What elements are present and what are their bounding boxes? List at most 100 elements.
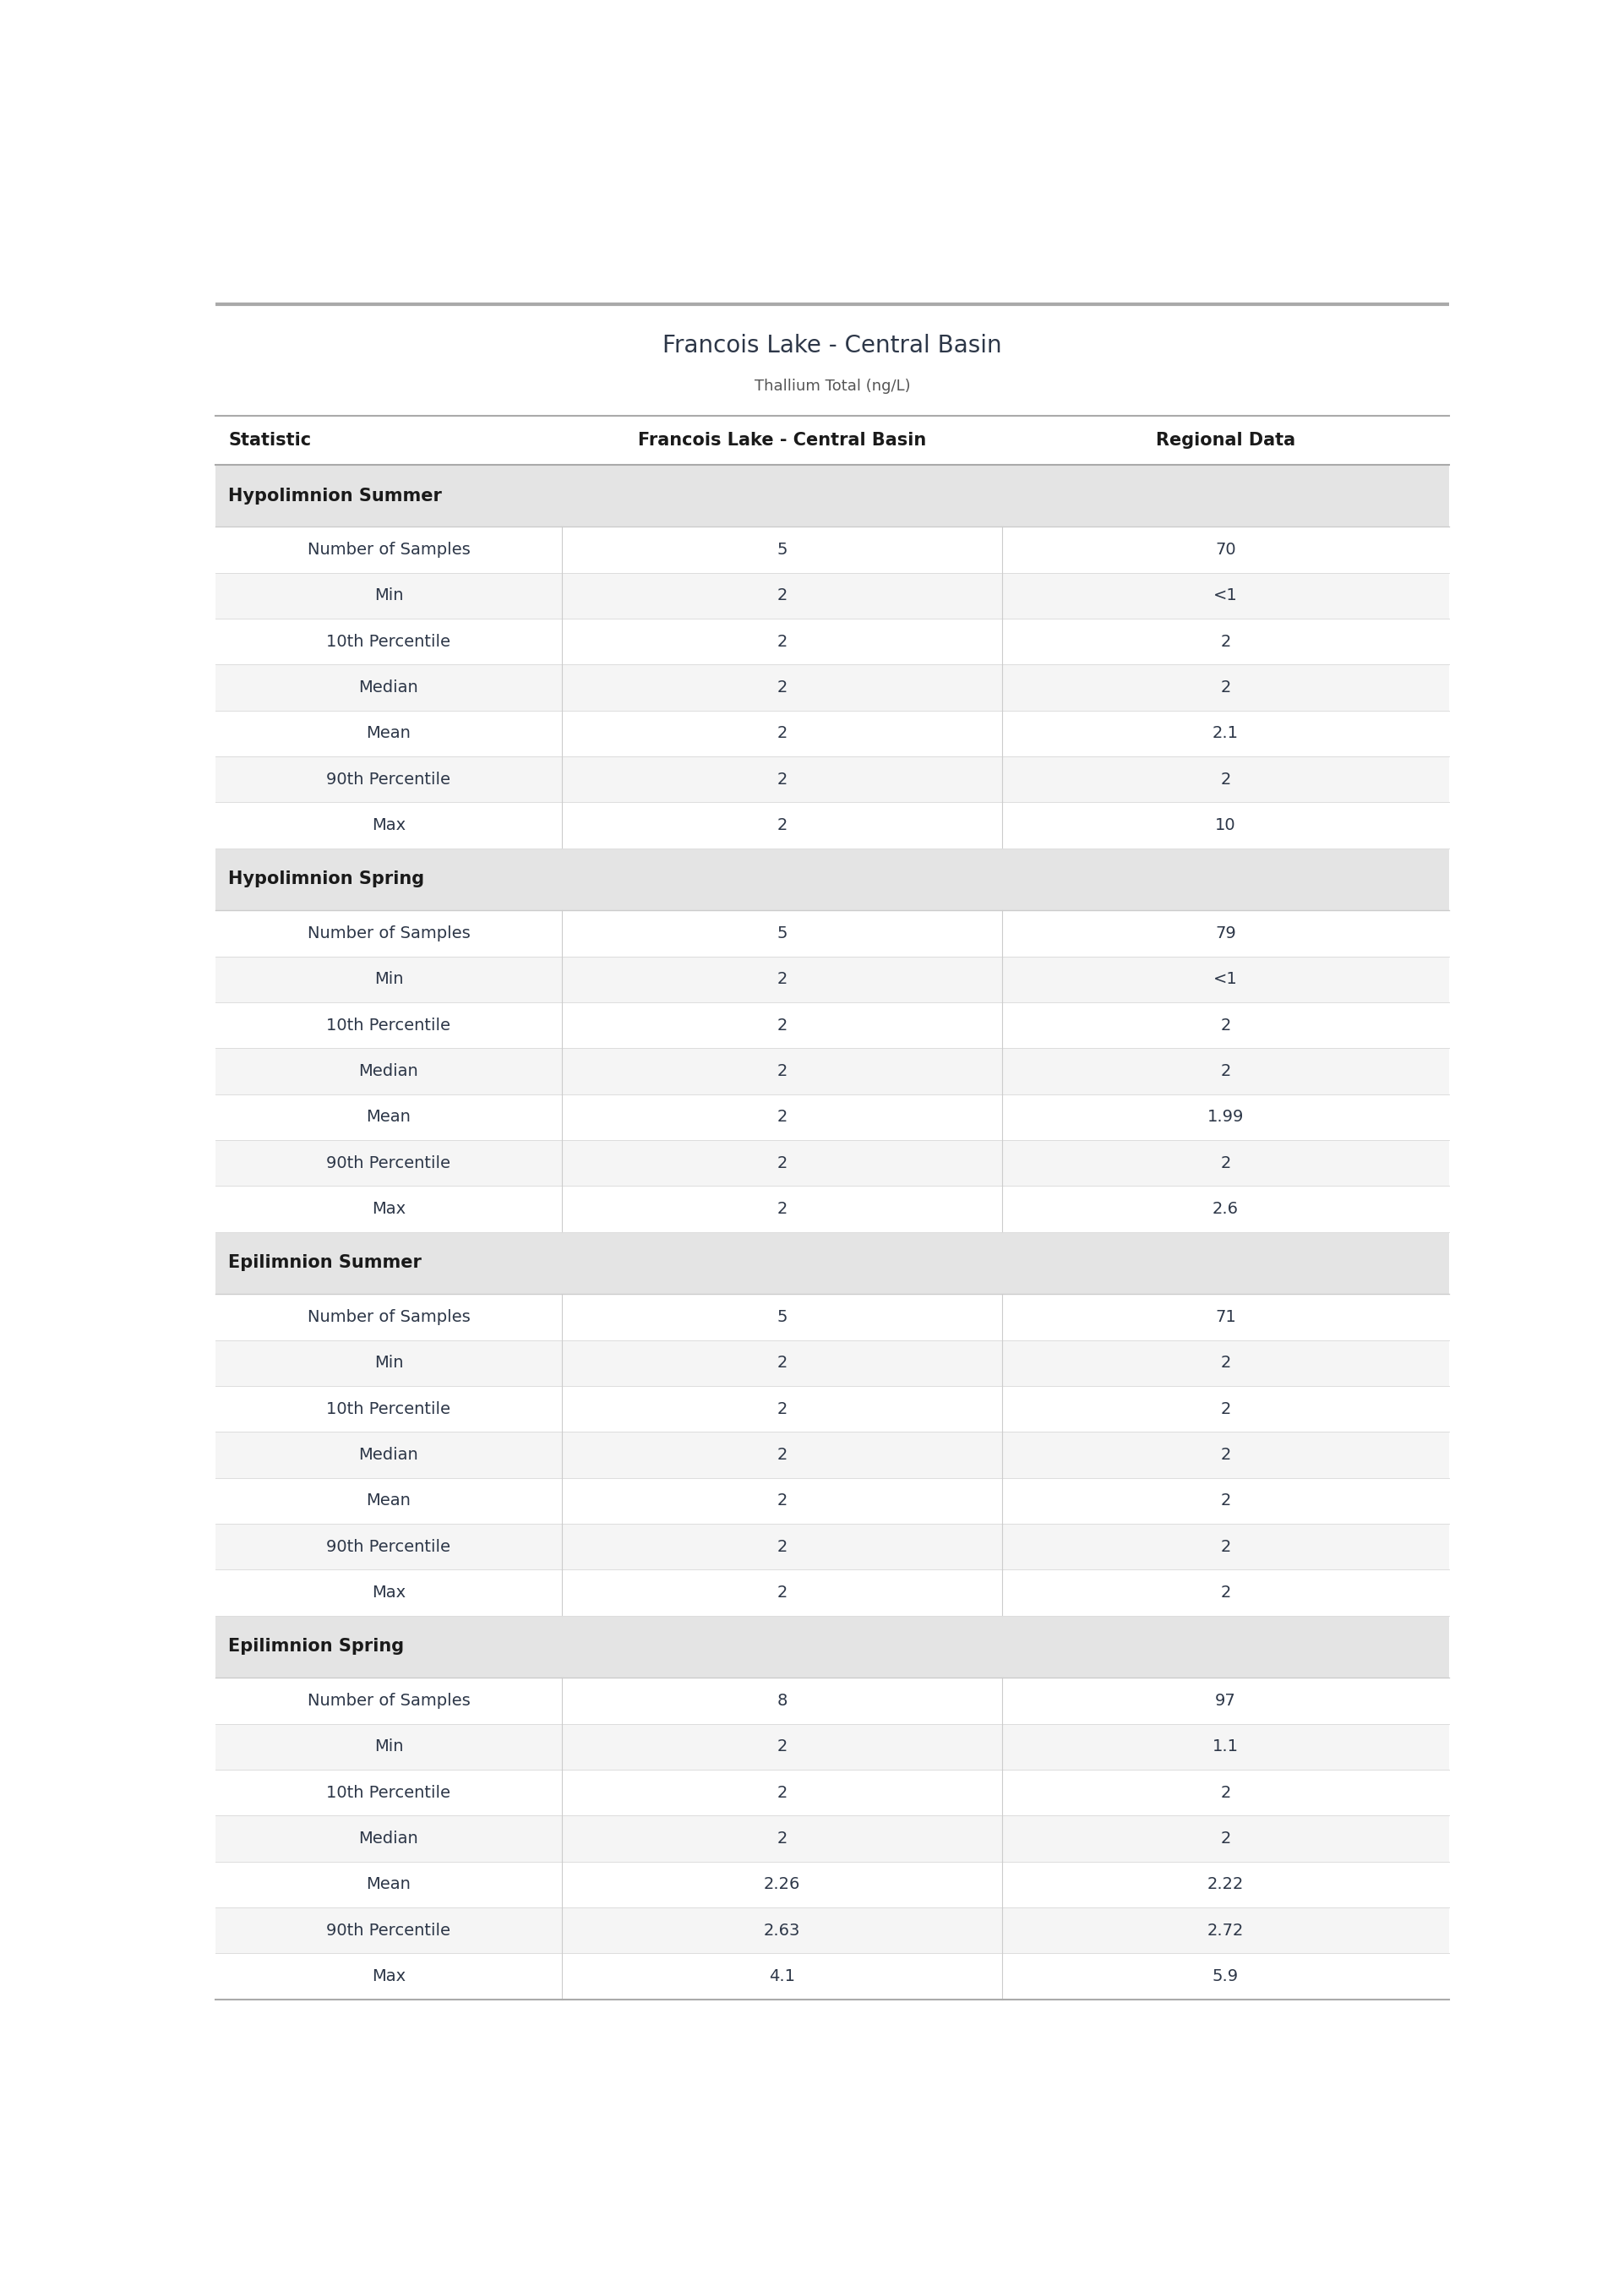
Text: Min: Min <box>374 588 403 604</box>
Text: 2: 2 <box>776 972 788 987</box>
Text: <1: <1 <box>1213 972 1237 987</box>
Bar <box>216 1478 1449 1523</box>
Text: Median: Median <box>359 679 419 695</box>
Text: 2.22: 2.22 <box>1207 1877 1244 1893</box>
Text: 97: 97 <box>1215 1693 1236 1709</box>
Text: 2: 2 <box>1220 1355 1231 1371</box>
Text: 90th Percentile: 90th Percentile <box>326 1923 451 1939</box>
Text: Min: Min <box>374 1739 403 1755</box>
Text: 2: 2 <box>1220 1155 1231 1171</box>
Text: Number of Samples: Number of Samples <box>307 1310 469 1326</box>
Text: Hypolimnion Summer: Hypolimnion Summer <box>227 488 442 504</box>
Text: Mean: Mean <box>367 1877 411 1893</box>
Text: 4.1: 4.1 <box>768 1968 796 1984</box>
Bar <box>216 1861 1449 1907</box>
Text: 2: 2 <box>776 679 788 695</box>
Bar <box>216 527 1449 572</box>
Text: 2: 2 <box>776 1110 788 1126</box>
Bar <box>216 1678 1449 1723</box>
Text: 2: 2 <box>776 1584 788 1600</box>
Text: 2.63: 2.63 <box>763 1923 801 1939</box>
Text: 5: 5 <box>776 1310 788 1326</box>
Bar <box>216 849 1449 910</box>
Text: 10th Percentile: 10th Percentile <box>326 1401 451 1416</box>
Bar <box>216 1140 1449 1185</box>
Text: 90th Percentile: 90th Percentile <box>326 1155 451 1171</box>
Text: Median: Median <box>359 1062 419 1078</box>
Text: 2: 2 <box>776 1201 788 1217</box>
Bar <box>216 665 1449 711</box>
Text: 2.26: 2.26 <box>763 1877 801 1893</box>
Text: 2: 2 <box>1220 1494 1231 1510</box>
Text: Number of Samples: Number of Samples <box>307 926 469 942</box>
Text: Number of Samples: Number of Samples <box>307 543 469 558</box>
Text: 2: 2 <box>776 817 788 833</box>
Text: 2: 2 <box>1220 1584 1231 1600</box>
Text: 2: 2 <box>776 772 788 788</box>
Bar <box>216 1571 1449 1616</box>
Text: 2: 2 <box>1220 1401 1231 1416</box>
Bar <box>216 1616 1449 1678</box>
Text: 2: 2 <box>1220 1446 1231 1462</box>
Text: 2.72: 2.72 <box>1207 1923 1244 1939</box>
Text: 2: 2 <box>776 1830 788 1846</box>
Bar <box>216 711 1449 756</box>
Text: 70: 70 <box>1215 543 1236 558</box>
Text: 2.6: 2.6 <box>1213 1201 1239 1217</box>
Text: 2: 2 <box>776 1355 788 1371</box>
Text: Mean: Mean <box>367 726 411 742</box>
Bar <box>216 1771 1449 1816</box>
Bar <box>216 756 1449 801</box>
Bar <box>216 1432 1449 1478</box>
Text: Statistic: Statistic <box>227 431 312 449</box>
Text: Min: Min <box>374 972 403 987</box>
Text: Thallium Total (ng/L): Thallium Total (ng/L) <box>754 379 911 393</box>
Text: 90th Percentile: 90th Percentile <box>326 772 451 788</box>
Text: 2: 2 <box>1220 1784 1231 1800</box>
Text: 2: 2 <box>1220 633 1231 649</box>
Text: 5: 5 <box>776 926 788 942</box>
Text: 2: 2 <box>1220 1017 1231 1033</box>
Bar <box>216 1049 1449 1094</box>
Bar <box>216 910 1449 956</box>
Text: Median: Median <box>359 1830 419 1846</box>
Bar <box>216 1387 1449 1432</box>
Text: Epilimnion Spring: Epilimnion Spring <box>227 1639 404 1655</box>
Text: Min: Min <box>374 1355 403 1371</box>
Text: Max: Max <box>372 1584 406 1600</box>
Text: 10th Percentile: 10th Percentile <box>326 1784 451 1800</box>
Bar <box>216 620 1449 665</box>
Bar <box>216 1954 1449 2000</box>
Text: Francois Lake - Central Basin: Francois Lake - Central Basin <box>663 334 1002 359</box>
Text: Max: Max <box>372 817 406 833</box>
Text: 2: 2 <box>1220 772 1231 788</box>
Bar <box>216 1233 1449 1294</box>
Text: 5: 5 <box>776 543 788 558</box>
Text: Median: Median <box>359 1446 419 1462</box>
Text: 90th Percentile: 90th Percentile <box>326 1539 451 1555</box>
Text: 2: 2 <box>776 1539 788 1555</box>
Text: Epilimnion Summer: Epilimnion Summer <box>227 1255 422 1271</box>
Text: 71: 71 <box>1215 1310 1236 1326</box>
Text: 8: 8 <box>776 1693 788 1709</box>
Text: 1.1: 1.1 <box>1213 1739 1239 1755</box>
Text: 2: 2 <box>776 1446 788 1462</box>
Bar <box>216 1094 1449 1140</box>
Text: 5.9: 5.9 <box>1213 1968 1239 1984</box>
Text: 2: 2 <box>1220 1539 1231 1555</box>
Text: 2: 2 <box>776 726 788 742</box>
Bar <box>216 1294 1449 1339</box>
Text: 2: 2 <box>776 1494 788 1510</box>
Bar <box>216 572 1449 620</box>
Text: 1.99: 1.99 <box>1207 1110 1244 1126</box>
Text: 2: 2 <box>1220 1062 1231 1078</box>
Text: 2: 2 <box>1220 679 1231 695</box>
Bar <box>216 1339 1449 1387</box>
Text: 10th Percentile: 10th Percentile <box>326 633 451 649</box>
Text: Max: Max <box>372 1968 406 1984</box>
Bar <box>216 1185 1449 1233</box>
Text: 2.1: 2.1 <box>1213 726 1239 742</box>
Bar <box>216 1816 1449 1861</box>
Bar <box>216 1003 1449 1049</box>
Text: Mean: Mean <box>367 1494 411 1510</box>
